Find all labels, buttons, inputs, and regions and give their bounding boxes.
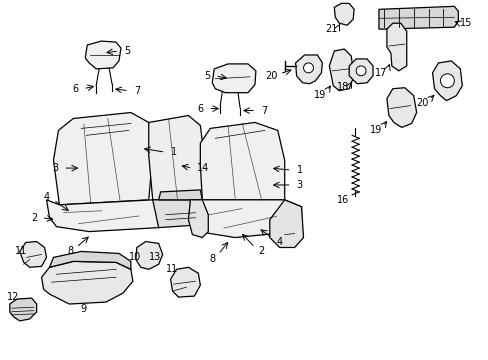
Polygon shape xyxy=(136,242,163,269)
Text: 16: 16 xyxy=(336,195,348,205)
Text: 1: 1 xyxy=(296,165,302,175)
Circle shape xyxy=(303,63,313,73)
Text: 21: 21 xyxy=(324,24,337,34)
Polygon shape xyxy=(49,251,131,269)
Text: 14: 14 xyxy=(197,163,209,173)
Polygon shape xyxy=(158,190,202,200)
Polygon shape xyxy=(148,116,204,200)
Text: 5: 5 xyxy=(123,46,130,56)
Text: 19: 19 xyxy=(313,90,325,100)
Polygon shape xyxy=(170,267,200,297)
Text: 8: 8 xyxy=(209,255,215,264)
Text: 4: 4 xyxy=(43,192,49,202)
Polygon shape xyxy=(328,49,353,91)
Text: 2: 2 xyxy=(257,247,264,256)
Circle shape xyxy=(355,66,366,76)
Text: 17: 17 xyxy=(374,68,386,78)
Text: 11: 11 xyxy=(16,247,28,256)
Text: 19: 19 xyxy=(369,125,381,135)
Polygon shape xyxy=(200,122,284,200)
Polygon shape xyxy=(20,242,46,267)
Polygon shape xyxy=(46,200,165,231)
Polygon shape xyxy=(152,200,202,228)
Polygon shape xyxy=(53,113,152,205)
Polygon shape xyxy=(85,41,121,69)
Text: 12: 12 xyxy=(7,292,20,302)
Polygon shape xyxy=(212,64,255,93)
Text: 1: 1 xyxy=(170,147,176,157)
Text: 3: 3 xyxy=(52,163,59,173)
Text: 5: 5 xyxy=(203,71,210,81)
Polygon shape xyxy=(386,23,406,71)
Circle shape xyxy=(440,74,453,88)
Polygon shape xyxy=(190,200,301,238)
Text: 6: 6 xyxy=(72,84,78,94)
Polygon shape xyxy=(378,6,457,29)
Text: 2: 2 xyxy=(31,213,38,223)
Text: 18: 18 xyxy=(336,82,348,92)
Text: 20: 20 xyxy=(265,71,277,81)
Text: 7: 7 xyxy=(134,86,140,96)
Polygon shape xyxy=(348,59,372,84)
Text: 15: 15 xyxy=(459,18,472,28)
Polygon shape xyxy=(10,298,37,321)
Text: 3: 3 xyxy=(296,180,302,190)
Text: 6: 6 xyxy=(197,104,203,113)
Text: 10: 10 xyxy=(128,252,141,262)
Text: 9: 9 xyxy=(80,304,86,314)
Polygon shape xyxy=(41,261,133,304)
Polygon shape xyxy=(188,200,208,238)
Text: 4: 4 xyxy=(276,237,282,247)
Text: 7: 7 xyxy=(260,105,266,116)
Text: 20: 20 xyxy=(415,98,427,108)
Polygon shape xyxy=(432,61,461,100)
Polygon shape xyxy=(334,3,353,25)
Text: 11: 11 xyxy=(166,264,178,274)
Polygon shape xyxy=(269,200,303,247)
Text: 13: 13 xyxy=(148,252,161,262)
Text: 8: 8 xyxy=(67,247,73,256)
Polygon shape xyxy=(295,55,322,84)
Polygon shape xyxy=(386,88,416,127)
